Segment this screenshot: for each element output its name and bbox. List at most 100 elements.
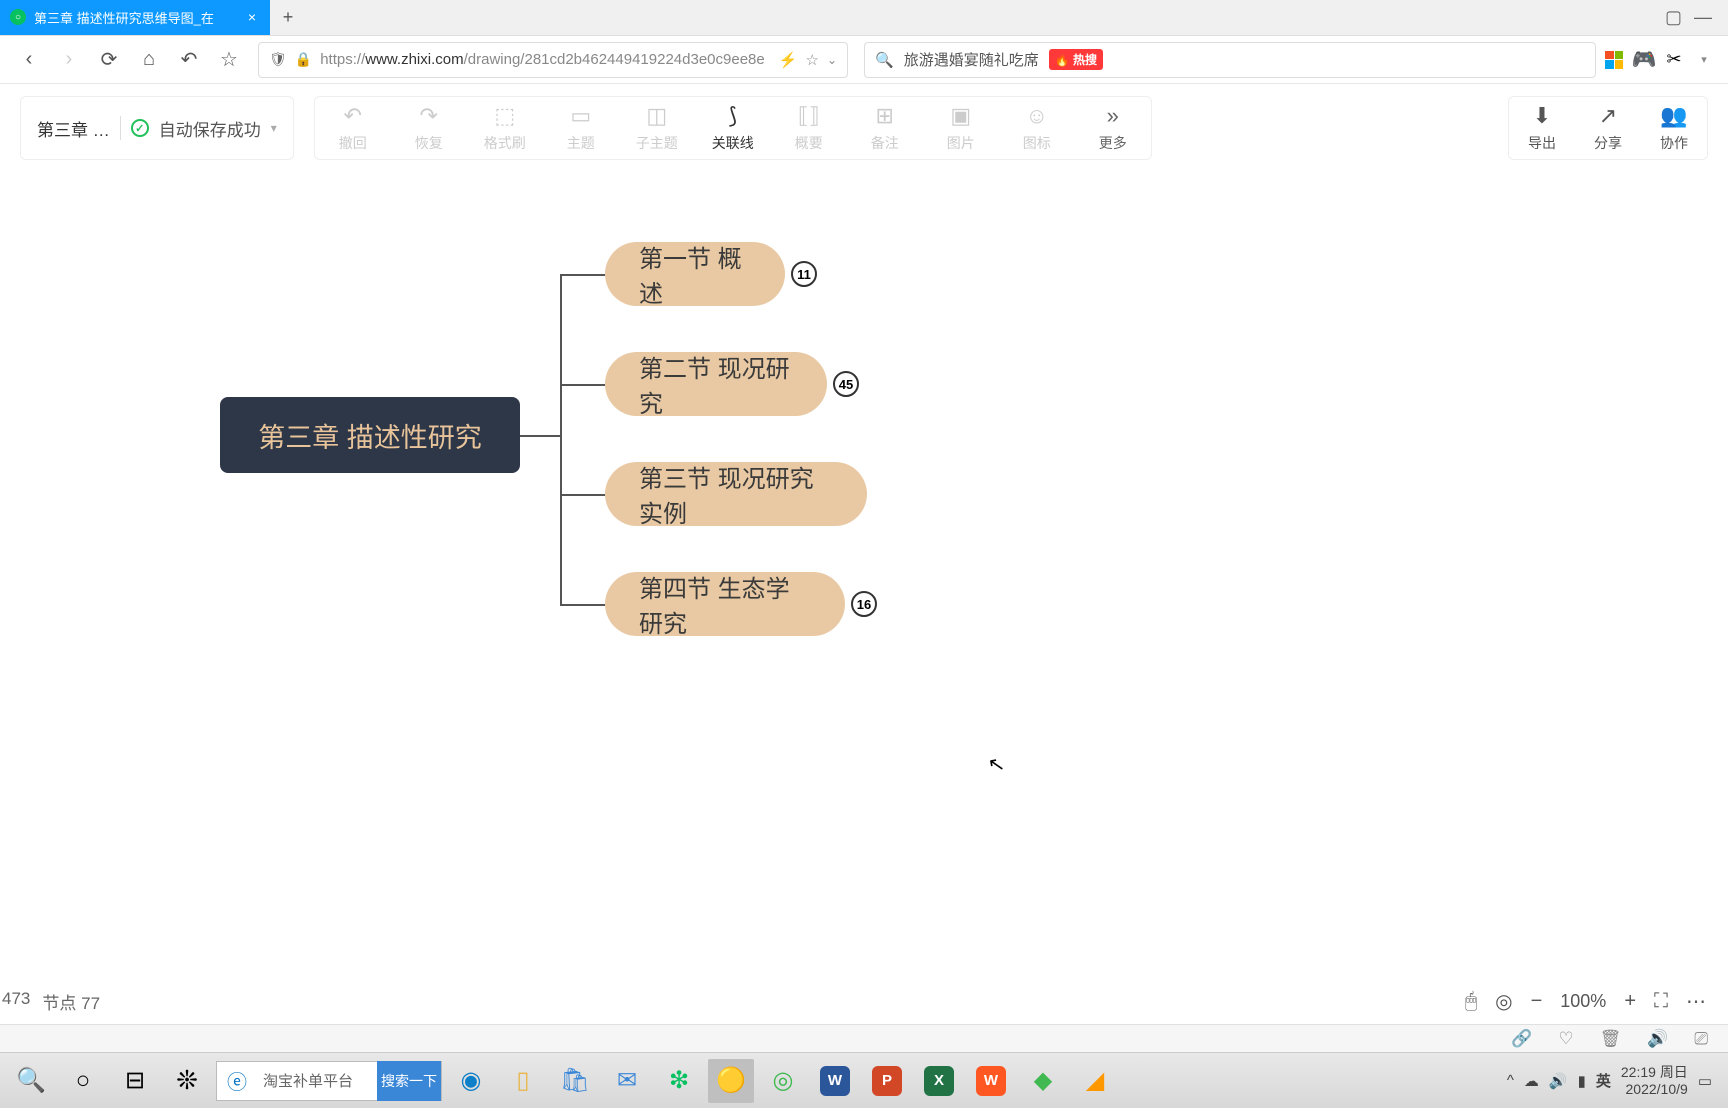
tool-icon: ▭: [570, 103, 591, 129]
360safe-icon[interactable]: ◎: [760, 1059, 806, 1103]
wechat-icon[interactable]: ❇: [656, 1059, 702, 1103]
minimize-icon[interactable]: ―: [1694, 7, 1712, 28]
flash-icon[interactable]: ⚡: [779, 51, 798, 69]
explorer-icon[interactable]: ▯: [500, 1059, 546, 1103]
action-协作[interactable]: 👥协作: [1641, 97, 1707, 159]
home-button[interactable]: ⌂: [132, 43, 166, 77]
zoom-out-button[interactable]: −: [1531, 990, 1543, 1013]
connector-h: [560, 494, 605, 496]
taskbar-search-button[interactable]: 搜索一下: [377, 1061, 441, 1101]
chevron-down-icon[interactable]: ⌄: [827, 53, 837, 67]
tray-up-icon[interactable]: ^: [1507, 1072, 1514, 1089]
tool-更多[interactable]: » 更多: [1075, 97, 1151, 159]
more-icon[interactable]: ⋯: [1686, 989, 1706, 1014]
start-button[interactable]: 🔍: [8, 1059, 54, 1103]
tool-图片[interactable]: ▣图片: [923, 97, 999, 159]
bookmark-star-icon[interactable]: ☆: [212, 43, 246, 77]
forward-button[interactable]: ›: [52, 43, 86, 77]
mindmap-child-node[interactable]: 第二节 现况研究: [605, 352, 827, 416]
divider: [120, 116, 121, 140]
wps-icon[interactable]: W: [968, 1059, 1014, 1103]
mindmap-canvas[interactable]: 第三章 描述性研究 第一节 概述11 第二节 现况研究45 第三节 现况研究实例第四…: [0, 172, 1728, 1024]
star-icon[interactable]: ☆: [805, 51, 818, 69]
taskbar-search[interactable]: ⓔ 淘宝补单平台 搜索一下: [216, 1061, 442, 1101]
mindmap-child-node[interactable]: 第三节 现况研究实例: [605, 462, 867, 526]
cortana-icon[interactable]: ○: [60, 1059, 106, 1103]
word-icon[interactable]: W: [812, 1059, 858, 1103]
wardrobe-icon[interactable]: ▢: [1665, 7, 1682, 28]
ime-indicator[interactable]: 英: [1596, 1070, 1611, 1091]
action-导出[interactable]: ⬇导出: [1509, 97, 1575, 159]
tool-主题[interactable]: ▭主题: [543, 97, 619, 159]
reload-button[interactable]: ⟳: [92, 43, 126, 77]
tool-恢复[interactable]: ↷恢复: [391, 97, 467, 159]
tool-label: 图标: [1023, 133, 1051, 153]
tool-关联线[interactable]: ⟆关联线: [695, 97, 771, 159]
taskview-icon[interactable]: ⊟: [112, 1059, 158, 1103]
onedrive-icon[interactable]: ☁: [1524, 1072, 1539, 1090]
mail-icon[interactable]: ✉: [604, 1059, 650, 1103]
clock[interactable]: 22:19 周日 2022/10/9: [1621, 1064, 1688, 1098]
mouse-icon[interactable]: 🖱: [1465, 990, 1477, 1013]
tool-格式刷[interactable]: ⬚格式刷: [467, 97, 543, 159]
main-toolbar: ↶撤回↷恢复⬚格式刷▭主题◫子主题⟆关联线⟦⟧概要⊞备注▣图片☺图标 » 更多: [314, 96, 1152, 160]
back-button[interactable]: ‹: [12, 43, 46, 77]
sound-icon[interactable]: 🔊: [1647, 1029, 1668, 1049]
tab-favicon: [10, 9, 26, 25]
powerpoint-icon[interactable]: P: [864, 1059, 910, 1103]
tool-icon: »: [1107, 103, 1119, 129]
tool-概要[interactable]: ⟦⟧概要: [771, 97, 847, 159]
browser-bottom-tray: 🔗 ♡ 🗑 🔊 ⎚: [0, 1024, 1728, 1052]
tool-label: 概要: [795, 133, 823, 153]
excel-icon[interactable]: X: [916, 1059, 962, 1103]
volume-icon[interactable]: 🔊: [1549, 1072, 1568, 1090]
mindmap-child-node[interactable]: 第四节 生态学研究: [605, 572, 845, 636]
app-green-icon[interactable]: ◆: [1020, 1059, 1066, 1103]
zoom-in-button[interactable]: +: [1624, 990, 1636, 1013]
doc-header: 第三章 … 自动保存成功 ▾ ↶撤回↷恢复⬚格式刷▭主题◫子主题⟆关联线⟦⟧概要…: [0, 84, 1728, 172]
tool-label: 更多: [1099, 133, 1127, 153]
child-count-badge[interactable]: 11: [791, 261, 817, 287]
collapse-icon[interactable]: ⎚: [1694, 1029, 1708, 1049]
battery-icon[interactable]: ▮: [1578, 1072, 1586, 1090]
app-orange-icon[interactable]: ◢: [1072, 1059, 1118, 1103]
microsoft-icon[interactable]: [1602, 48, 1626, 72]
menu-caret-icon[interactable]: ▾: [1692, 48, 1716, 72]
new-tab-button[interactable]: +: [270, 0, 306, 35]
tool-label: 格式刷: [484, 133, 526, 153]
tool-子主题[interactable]: ◫子主题: [619, 97, 695, 159]
store-icon[interactable]: 🛍: [552, 1059, 598, 1103]
tool-备注[interactable]: ⊞备注: [847, 97, 923, 159]
dropdown-caret-icon[interactable]: ▾: [271, 121, 277, 135]
notifications-icon[interactable]: ▭: [1698, 1072, 1712, 1090]
browser-tab[interactable]: 第三章 描述性研究思维导图_在 ×: [0, 0, 270, 35]
tab-close-icon[interactable]: ×: [248, 9, 256, 25]
browser360-icon[interactable]: 🟡: [708, 1059, 754, 1103]
tool-图标[interactable]: ☺图标: [999, 97, 1075, 159]
windows-taskbar: 🔍 ○ ⊟ ❊ ⓔ 淘宝补单平台 搜索一下 ◉ ▯ 🛍 ✉ ❇ 🟡 ◎ W P …: [0, 1052, 1728, 1108]
doc-title-box[interactable]: 第三章 … 自动保存成功 ▾: [20, 96, 294, 160]
url-text: https://www.zhixi.com/drawing/281cd2b462…: [320, 51, 771, 68]
canvas-status-bar: 473 节点 77 🖱 ◎ − 100% + ⛶ ⋯: [0, 989, 1706, 1014]
mindmap-root-node[interactable]: 第三章 描述性研究: [220, 397, 520, 473]
heart-icon[interactable]: ♡: [1558, 1029, 1573, 1049]
tool-icon: ⟆: [728, 103, 737, 129]
child-count-badge[interactable]: 16: [851, 591, 877, 617]
fullscreen-icon[interactable]: ⛶: [1654, 990, 1668, 1013]
undo-nav-button[interactable]: ↶: [172, 43, 206, 77]
tool-撤回[interactable]: ↶撤回: [315, 97, 391, 159]
tool-icon: ↶: [344, 103, 362, 129]
edge-icon[interactable]: ◉: [448, 1059, 494, 1103]
locate-icon[interactable]: ◎: [1495, 989, 1512, 1014]
action-toolbar: ⬇导出↗分享👥协作: [1508, 96, 1708, 160]
browser-search-input[interactable]: 🔍 旅游遇婚宴随礼吃席 🔥 热搜: [864, 42, 1596, 78]
mindmap-child-node[interactable]: 第一节 概述: [605, 242, 785, 306]
link-icon[interactable]: 🔗: [1511, 1029, 1532, 1049]
child-count-badge[interactable]: 45: [833, 371, 859, 397]
obs-icon[interactable]: ❊: [164, 1059, 210, 1103]
game-icon[interactable]: 🎮: [1632, 48, 1656, 72]
url-input[interactable]: 🛡 🔒 https://www.zhixi.com/drawing/281cd2…: [258, 42, 848, 78]
scissors-icon[interactable]: ✂: [1662, 48, 1686, 72]
trash-icon[interactable]: 🗑: [1600, 1029, 1622, 1049]
action-分享[interactable]: ↗分享: [1575, 97, 1641, 159]
